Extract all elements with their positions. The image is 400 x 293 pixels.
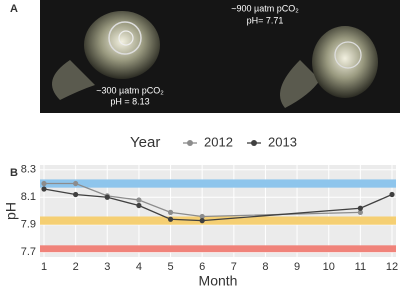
x-tick-label: 5 [167, 261, 173, 273]
reference-band [40, 216, 396, 225]
data-point [104, 194, 110, 200]
panel-label: A [10, 3, 18, 15]
data-point [41, 180, 47, 187]
photo-caption: pH = 8.13 [110, 96, 149, 106]
data-point [41, 186, 47, 192]
snail-right [280, 26, 378, 108]
panel-label: B [10, 167, 18, 179]
x-axis-label: Month [199, 273, 238, 289]
y-tick-label: 7.9 [21, 219, 36, 231]
x-tick-label: 9 [294, 261, 300, 273]
x-tick-label: 6 [199, 261, 205, 273]
plot-background [40, 165, 396, 257]
photo-caption: ~900 µatm pCO₂ [231, 3, 299, 13]
x-tick-label: 4 [136, 261, 142, 273]
y-tick-label: 7.7 [21, 246, 36, 258]
legend-label: 2013 [268, 134, 297, 149]
y-tick-label: 8.3 [21, 164, 36, 176]
data-point [136, 197, 142, 203]
data-point [389, 191, 395, 198]
legend-key [187, 140, 193, 146]
data-point [199, 218, 205, 224]
x-tick-label: 8 [262, 261, 268, 273]
x-tick-label: 1 [41, 261, 47, 273]
x-tick-label: 7 [231, 261, 237, 273]
data-point [357, 205, 363, 211]
x-tick-label: 10 [323, 261, 335, 273]
reference-band [40, 179, 396, 188]
legend-label: 2012 [204, 134, 233, 149]
snail-left [52, 11, 160, 100]
data-point [136, 202, 142, 209]
y-axis-label: pH [3, 202, 19, 220]
legend-title: Year [130, 134, 160, 151]
series-line [43, 188, 393, 222]
data-point [73, 191, 79, 198]
data-point [199, 213, 205, 220]
data-point [167, 216, 174, 222]
data-point [357, 209, 363, 215]
x-tick-label: 2 [73, 261, 79, 273]
x-tick-label: 11 [355, 261, 366, 273]
y-tick-label: 8.1 [21, 191, 36, 203]
x-tick-label: 3 [104, 261, 110, 273]
photo-caption: ~300 µatm pCO₂ [96, 85, 164, 95]
data-point [73, 180, 79, 187]
data-point [167, 209, 174, 215]
x-tick-label: 12 [386, 261, 398, 273]
photo-caption: pH= 7.71 [247, 15, 284, 25]
legend-key [251, 140, 257, 146]
reference-band [40, 245, 396, 253]
